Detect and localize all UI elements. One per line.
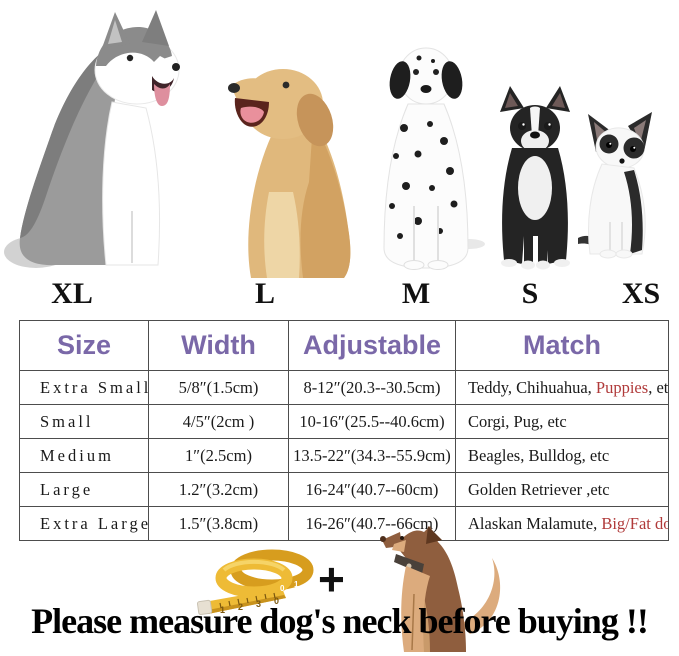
cell-width: 5/8″(1.5cm) <box>148 370 289 405</box>
column-header-size: Size <box>19 320 149 371</box>
measuring-tape-illustration: 1 2 3 0 0 1 <box>196 546 328 621</box>
table-row: Large 1.2″(3.2cm) 16-24″(40.7--60cm) Gol… <box>19 472 669 507</box>
table-row: Extra Large 1.5″(3.8cm) 16-26″(40.7--66c… <box>19 506 669 541</box>
size-label-m: M <box>401 277 431 310</box>
golden-retriever-dog-photo <box>228 69 351 278</box>
chihuahua-dog-photo <box>578 112 652 259</box>
tape-number: 3 <box>256 599 261 609</box>
column-header-match: Match <box>455 320 669 371</box>
cell-size: Extra Small <box>19 370 149 405</box>
size-label-s: S <box>521 277 539 310</box>
size-label-l: L <box>254 277 276 310</box>
cell-match: Golden Retriever ,etc <box>455 472 669 507</box>
dog-photo-xs <box>576 110 664 267</box>
cell-match: Beagles, Bulldog, etc <box>455 438 669 473</box>
measuring-tape-icon: 1 2 3 0 0 1 <box>196 549 314 616</box>
match-text: , etc <box>648 377 669 397</box>
cell-match: Alaskan Malamute, Big/Fat dog <box>455 506 669 541</box>
table-header-row: Size Width Adjustable Match <box>19 320 669 371</box>
match-text: Big/Fat dog <box>601 513 667 533</box>
cell-width: 4/5″(2cm ) <box>148 404 289 439</box>
dog-with-collar-illustration <box>372 524 514 656</box>
cell-match: Teddy, Chihuahua, Puppies, etc <box>455 370 669 405</box>
dog-photo-l <box>211 50 361 283</box>
match-text: Beagles, Bulldog, etc <box>468 445 610 465</box>
table-row: Small 4/5″(2cm ) 10-16″(25.5--40.6cm) Co… <box>19 404 669 439</box>
boston-terrier-dog-photo <box>500 86 570 270</box>
plus-icon: + <box>318 553 345 605</box>
cell-width: 1.5″(3.8cm) <box>148 506 289 541</box>
table-row: Extra Small 5/8″(1.5cm) 8-12″(20.3--30.5… <box>19 370 669 405</box>
dalmatian-dog-photo <box>383 47 485 270</box>
warning-text: Please measure dog's neck before buying … <box>31 601 649 641</box>
cell-width: 1.2″(3.2cm) <box>148 472 289 507</box>
match-text: Alaskan Malamute, <box>468 513 602 533</box>
cell-size: Small <box>19 404 149 439</box>
size-chart-table: Size Width Adjustable Match Extra Small … <box>19 320 669 541</box>
match-text: Teddy, Chihuahua, <box>468 377 596 397</box>
column-header-width: Width <box>148 320 289 371</box>
cell-width: 1″(2.5cm) <box>148 438 289 473</box>
husky-dog-photo <box>4 10 180 268</box>
dog-photo-xl <box>2 6 180 277</box>
match-text: Corgi, Pug, etc <box>468 411 567 431</box>
column-header-adjustable: Adjustable <box>288 320 456 371</box>
match-text: Puppies <box>595 377 649 397</box>
tape-number: 1 <box>294 580 299 589</box>
cell-size: Large <box>19 472 149 507</box>
cell-match: Corgi, Pug, etc <box>455 404 669 439</box>
cell-adjustable: 8-12″(20.3--30.5cm) <box>288 370 456 405</box>
dog-photo-s <box>494 86 578 277</box>
tape-number: 2 <box>238 602 243 612</box>
size-label-xs: XS <box>621 277 661 310</box>
size-label-xl: XL <box>51 277 93 310</box>
cell-size: Extra Large <box>19 506 149 541</box>
cell-size: Medium <box>19 438 149 473</box>
tape-number: 1 <box>220 605 225 615</box>
tape-number: 0 <box>274 596 279 606</box>
cell-adjustable: 13.5-22″(34.3--55.9cm) <box>288 438 456 473</box>
table-row: Medium 1″(2.5cm) 13.5-22″(34.3--55.9cm) … <box>19 438 669 473</box>
cell-adjustable: 16-24″(40.7--60cm) <box>288 472 456 507</box>
dog-photo-m <box>366 36 486 277</box>
cell-adjustable: 10-16″(25.5--40.6cm) <box>288 404 456 439</box>
tape-number: 0 <box>280 584 285 593</box>
match-text: Golden Retriever ,etc <box>468 479 610 499</box>
dog-collar-illustration-icon <box>380 526 501 652</box>
